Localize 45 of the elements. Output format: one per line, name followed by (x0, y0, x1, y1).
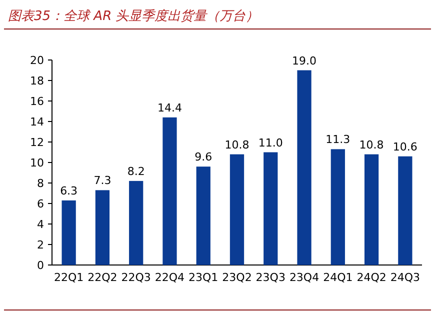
y-tick-label: 20 (30, 54, 44, 67)
x-tick-label: 23Q4 (289, 271, 320, 284)
bar (364, 154, 379, 265)
x-tick-label: 22Q1 (54, 271, 84, 284)
data-label: 10.8 (359, 138, 384, 152)
data-label: 9.6 (194, 150, 212, 164)
data-label: 6.3 (60, 184, 78, 198)
y-tick-label: 8 (37, 177, 44, 190)
bar (230, 154, 244, 265)
x-tick-label: 23Q1 (188, 271, 218, 284)
y-tick-label: 10 (30, 156, 44, 170)
y-tick-label: 2 (37, 238, 44, 252)
bar (162, 117, 177, 265)
x-tick-label: 24Q2 (356, 271, 386, 284)
data-label: 11.3 (326, 133, 350, 146)
data-label: 8.2 (127, 164, 145, 178)
bar (297, 70, 312, 265)
x-tick-label: 24Q1 (323, 271, 353, 284)
y-tick-label: 18 (30, 74, 44, 88)
x-tick-label: 23Q2 (222, 271, 252, 284)
data-label: 10.8 (224, 138, 250, 152)
y-tick-label: 16 (30, 95, 44, 108)
x-tick-label: 22Q4 (154, 271, 185, 284)
x-tick-label: 22Q2 (88, 271, 118, 284)
bar (398, 156, 412, 265)
y-tick-label: 14 (30, 116, 44, 128)
bar (264, 152, 278, 265)
data-label: 14.4 (157, 101, 182, 114)
data-label: 19.0 (292, 54, 317, 68)
chart-title: 图表35：全球 AR 头显季度出货量（万台） (8, 8, 259, 24)
y-tick-label: 6 (37, 198, 44, 210)
bar (95, 190, 110, 265)
y-tick-label: 0 (37, 259, 44, 272)
y-tick-label: 4 (37, 218, 44, 231)
data-label: 7.3 (94, 174, 112, 188)
x-tick-label: 24Q3 (390, 271, 420, 284)
bar (196, 166, 210, 265)
data-label: 10.6 (392, 140, 418, 154)
y-tick-label: 12 (30, 136, 44, 149)
bar (62, 200, 76, 265)
bar (330, 149, 345, 265)
x-tick-label: 22Q3 (121, 271, 151, 284)
data-label: 11.0 (258, 136, 283, 150)
bar (129, 180, 144, 265)
x-tick-label: 23Q3 (256, 271, 286, 284)
